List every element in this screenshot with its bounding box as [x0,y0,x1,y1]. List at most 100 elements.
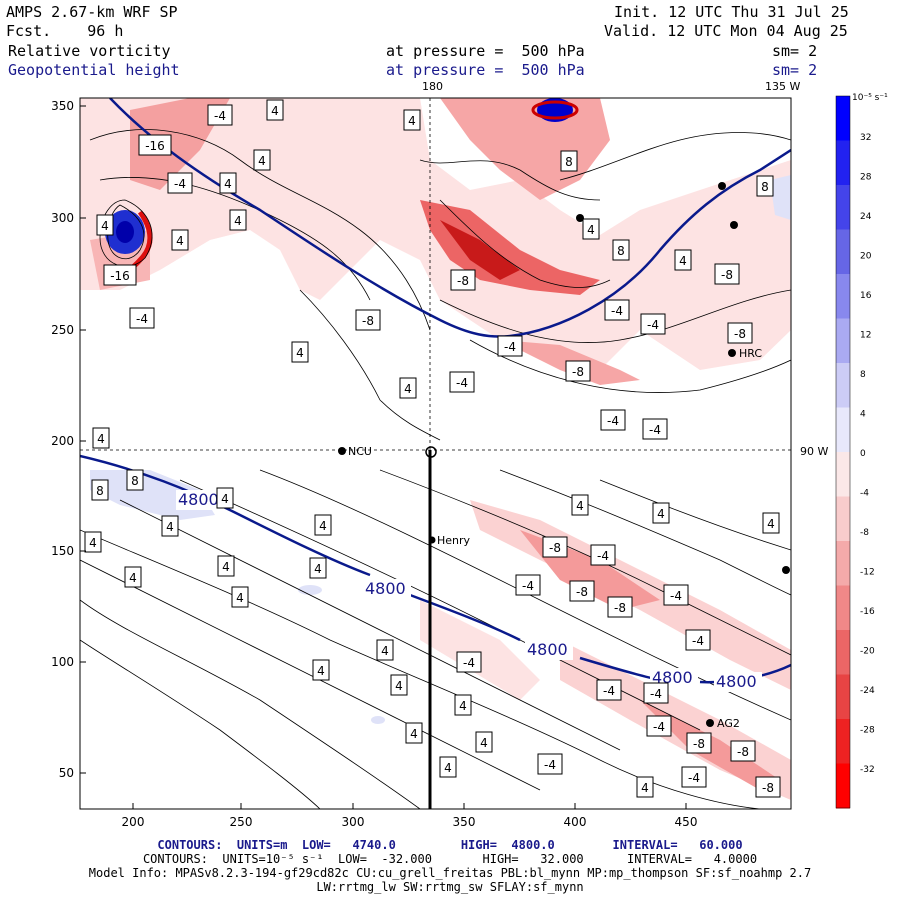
vorticity-label: 4 [314,562,322,576]
colorbar-tick-label: -28 [860,726,875,736]
vorticity-label-box [456,651,482,673]
pos-vort-vortex-core [116,221,134,243]
y-tick-label: 50 [59,766,74,780]
vorticity-label-box [569,580,595,602]
vorticity-label: 4 [679,254,687,268]
vorticity-label: -4 [647,318,659,332]
vorticity-label: 4 [296,346,304,360]
station-label-henry: Henry [437,534,471,547]
field1-name: Relative vorticity [8,42,171,60]
vorticity-label: 8 [565,155,573,169]
colorbar-tick-label: -24 [860,686,875,696]
vorticity-label-box [756,175,774,197]
colorbar: 10⁻⁵ s⁻¹ 32 28 24 20 16 12 8 4 0 -4 -8 -12 -16 -20 -24… [835,93,888,809]
neg-vort-ring-north [531,100,579,120]
vorticity-label-box [403,109,421,131]
vorticity-label-box [84,531,102,553]
height-label-bg [525,640,573,660]
vorticity-label: -4 [649,423,661,437]
lon-label-135w: 135 W [765,80,800,93]
vorticity-label: 4 [767,517,775,531]
height-label-bg [714,672,762,692]
vorticity-label: 4 [221,492,229,506]
height-label-bg [176,490,224,510]
vorticity-label: -4 [522,579,534,593]
vorticity-label-box [439,756,457,778]
lon-label-180: 180 [422,80,443,93]
station-label-ag2: AG2 [717,717,740,730]
vorticity-label: 4 [459,699,467,713]
colorbar-tick-label: 32 [860,133,871,143]
vorticity-label: -4 [504,340,516,354]
vorticity-label: 4 [576,499,584,513]
vorticity-label: -4 [670,589,682,603]
vorticity-label-box [646,715,672,737]
vorticity-label-box [537,753,563,775]
station-dot-east [782,566,790,574]
vorticity-label-box [309,557,327,579]
station-dot-ag2 [706,719,714,727]
y-tick-label: 300 [51,211,74,225]
colorbar-segment [836,274,850,319]
vorticity-label-box [91,479,109,501]
colorbar-units: 10⁻⁵ s⁻¹ [852,93,888,103]
vorticity-label: 4 [166,520,174,534]
vorticity-label-box [231,586,249,608]
colorbar-segment [836,763,850,809]
vorticity-label-box [497,335,523,357]
vorticity-label-box [312,659,330,681]
vorticity-label: -8 [737,745,749,759]
vorticity-label: 4 [101,219,109,233]
vorticity-label: -8 [549,541,561,555]
stations: NCU Henry HRC AG2 [338,182,790,730]
vorticity-label: -4 [607,414,619,428]
vorticity-label: -4 [692,634,704,648]
vorticity-label: 8 [617,244,625,258]
field2-name: Geopotential height [8,61,180,79]
vorticity-label-box [686,732,712,754]
vorticity-label-box [652,502,670,524]
height-label: 4800 [652,668,693,687]
init-time: Init. 12 UTC Thu 31 Jul 25 [614,3,849,21]
neg-vort-fill-west [130,98,230,190]
vorticity-label-box [266,99,284,121]
y-tick-label: 150 [51,544,74,558]
vorticity-label-box [612,239,630,261]
colorbar-tick-label: 12 [860,331,871,341]
vorticity-label: -8 [576,585,588,599]
pos-vort-fill-ne [770,175,791,220]
footer-height-contours: CONTOURS: UNITS=m LOW= 4740.0 HIGH= 4800… [157,838,743,852]
height-labels: 4800 4800 4800 4800 4800 [176,490,762,692]
vorticity-label-box [167,172,193,194]
colorbar-segment [836,541,850,586]
colorbar-tick-label: 16 [860,291,872,301]
neg-vort-fill-core [440,220,520,280]
vorticity-label-box [762,512,780,534]
vorticity-label: 4 [319,519,327,533]
vorticity-label: -4 [544,758,556,772]
vorticity-label-box [216,487,234,509]
vorticity-label: 4 [587,223,595,237]
vorticity-label-box [314,514,332,536]
colorbar-segment [836,363,850,408]
vorticity-label: -4 [456,376,468,390]
neg-vort-streak-3 [420,600,540,700]
vorticity-label-box [229,209,247,231]
vorticity-label: 8 [96,484,104,498]
station-dot-north [576,214,584,222]
vorticity-label: 4 [97,432,105,446]
vorticity-label: 4 [224,177,232,191]
neg-vort-fill-north [440,98,610,200]
colorbar-segment [836,496,850,542]
x-tick-label: 450 [675,815,698,829]
vorticity-label-box [542,536,568,558]
station-marker-pole [425,446,437,458]
lon-label-90w: 90 W [800,445,828,458]
colorbar-frame [835,95,851,809]
vorticity-label-box [590,544,616,566]
vorticity-label-box [674,249,692,271]
plot-frame [79,97,792,810]
colorbar-segment [836,630,850,675]
vorticity-label: 4 [395,679,403,693]
